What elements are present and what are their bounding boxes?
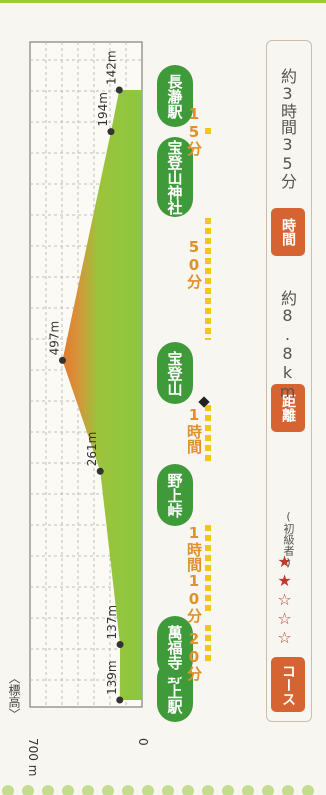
station-nogami-pass: 野上峠 (157, 464, 193, 526)
course-level: (初級者) (282, 510, 295, 569)
segment-time-1: 20分 (185, 630, 203, 681)
segment-time-4: 50分 (185, 238, 203, 289)
segment-time-3: 1時間 (185, 406, 203, 454)
distance-tag: 距離 (271, 384, 305, 432)
station-nagatoro: 長瀞駅 (157, 65, 193, 127)
data-point (116, 641, 124, 649)
track-4 (205, 218, 211, 340)
course-stars: ★★☆☆☆ (275, 552, 294, 647)
segment-time-2: 1時間10分 (185, 524, 203, 623)
distance-value: 約8.8km (278, 290, 297, 401)
data-label: 194m (96, 92, 110, 127)
top-border (0, 0, 326, 3)
station-hodosan-shrine: 宝登山神社 (157, 137, 193, 217)
course-tag: コース (271, 657, 305, 712)
decor-dots (2, 785, 314, 795)
elevation-axis-title: 〈標高〉 (7, 672, 21, 720)
data-point (58, 356, 66, 364)
station-hodosan: 宝登山 (157, 342, 193, 404)
station-manpukuji: 萬福寺 (157, 616, 193, 678)
track-2 (205, 525, 211, 615)
info-frame (266, 40, 312, 722)
track-1 (205, 625, 211, 663)
elevation-area (62, 90, 143, 700)
track-3 (205, 405, 211, 463)
data-point (107, 128, 115, 136)
data-label: 497m (47, 321, 61, 356)
data-label: 142m (104, 50, 118, 85)
y-tick-zero: 0 (136, 738, 150, 746)
data-label: 139m (105, 660, 119, 695)
time-tag: 時間 (271, 208, 305, 256)
time-value: 約3時間35分 (278, 68, 297, 189)
segment-time-5: 15分 (185, 105, 203, 156)
y-tick-max: 700 m (26, 738, 40, 777)
data-point (116, 696, 124, 704)
data-label: 137m (105, 605, 119, 640)
data-point (96, 467, 104, 475)
track-5 (205, 128, 211, 137)
data-point (115, 86, 123, 94)
data-label: 261m (85, 432, 99, 467)
